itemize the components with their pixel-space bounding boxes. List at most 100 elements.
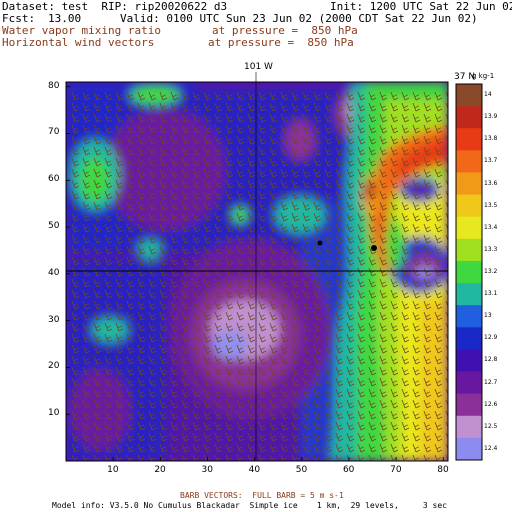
wind-barb — [324, 212, 333, 222]
wind-barb — [104, 278, 113, 288]
wind-barb — [104, 212, 113, 222]
wind-barb — [159, 124, 168, 134]
wind-barb — [126, 256, 135, 266]
wind-barb — [390, 366, 399, 376]
wind-barb — [192, 322, 201, 332]
wind-barb — [324, 432, 333, 442]
wind-barb — [71, 432, 80, 442]
wind-barb — [104, 344, 113, 354]
wind-barb — [247, 333, 256, 343]
wind-barb — [93, 245, 102, 255]
wind-barb — [324, 300, 333, 310]
station-dot — [317, 240, 323, 246]
wind-barb — [148, 234, 157, 244]
colorbar-label: 13.5 — [484, 201, 498, 209]
wind-barb — [258, 300, 267, 310]
colorbar-label: 14 — [484, 91, 492, 99]
colorbar-swatch — [456, 371, 482, 395]
wind-barb — [192, 201, 201, 211]
wind-barb — [192, 443, 201, 453]
wind-barb — [137, 311, 146, 321]
colorbar-swatch — [456, 437, 482, 461]
field1-name: Water vapor mixing ratio — [2, 24, 161, 37]
wind-barb — [401, 179, 410, 189]
colorbar-label: 13.9 — [484, 113, 498, 121]
wind-barb — [203, 91, 212, 101]
wind-barb — [137, 366, 146, 376]
wind-barb — [401, 399, 410, 409]
wind-barb — [401, 421, 410, 431]
wind-barb — [93, 201, 102, 211]
x-tick-label: 10 — [107, 465, 119, 475]
wind-barb — [368, 168, 377, 178]
wind-barb — [434, 168, 443, 178]
wind-barb — [115, 234, 124, 244]
wind-barb — [247, 124, 256, 134]
wind-barb — [148, 212, 157, 222]
wind-barb — [412, 432, 421, 442]
wind-barb — [236, 410, 245, 420]
wind-barb — [324, 245, 333, 255]
wind-barb — [126, 289, 135, 299]
wind-barb — [82, 234, 91, 244]
wind-barb — [357, 146, 366, 156]
wind-barb — [104, 355, 113, 365]
wind-barb — [357, 454, 365, 461]
wind-barb — [291, 355, 300, 365]
wind-barb — [126, 311, 135, 321]
wind-barb — [291, 322, 300, 332]
wind-barb — [236, 201, 245, 211]
wind-barb — [159, 113, 168, 123]
wind-barb — [181, 102, 190, 112]
wind-barb — [181, 421, 190, 431]
y-tick-label: 50 — [48, 221, 60, 232]
moisture-field — [66, 82, 448, 461]
wind-barb — [192, 168, 201, 178]
wind-barb — [357, 443, 366, 453]
wind-barb — [170, 135, 179, 145]
wind-barb — [159, 443, 168, 453]
wind-barb — [280, 278, 289, 288]
wind-barb — [71, 399, 80, 409]
wind-barb — [137, 91, 146, 101]
wind-barb — [93, 113, 102, 123]
wind-barb — [280, 300, 289, 310]
wind-barb — [324, 278, 333, 288]
x-tick-label: 50 — [295, 465, 308, 475]
wind-barb — [236, 366, 245, 376]
wind-barb — [104, 410, 113, 420]
wind-barb — [335, 388, 344, 398]
wind-barb — [412, 333, 421, 343]
wind-barb — [302, 399, 311, 409]
wind-barb — [258, 157, 267, 167]
wind-barb — [423, 245, 432, 255]
wind-barb — [368, 91, 377, 101]
wind-barb — [225, 377, 234, 387]
wind-barb — [126, 377, 135, 387]
wind-barb — [214, 146, 223, 156]
wind-barb — [313, 278, 322, 288]
wind-barb — [225, 179, 234, 189]
wind-barb — [203, 432, 212, 442]
wind-barb — [126, 146, 135, 156]
wind-barb — [126, 245, 135, 255]
wind-barb — [258, 311, 267, 321]
wind-barb — [346, 366, 355, 376]
wind-barb — [302, 300, 311, 310]
wind-barb — [434, 399, 443, 409]
wind-barb — [137, 212, 146, 222]
wind-barb — [214, 410, 223, 420]
wind-barb — [137, 355, 146, 365]
wind-barb — [159, 355, 168, 365]
wind-barb — [379, 201, 388, 211]
wind-barb — [104, 399, 113, 409]
wind-barb — [412, 300, 421, 310]
wind-barb — [423, 443, 432, 453]
wind-barb — [148, 432, 157, 442]
wind-barb — [269, 113, 278, 123]
wind-barb — [104, 223, 113, 233]
wind-barb — [346, 333, 355, 343]
wind-barb — [412, 410, 421, 420]
wind-barb — [203, 278, 212, 288]
wind-barb — [280, 355, 289, 365]
